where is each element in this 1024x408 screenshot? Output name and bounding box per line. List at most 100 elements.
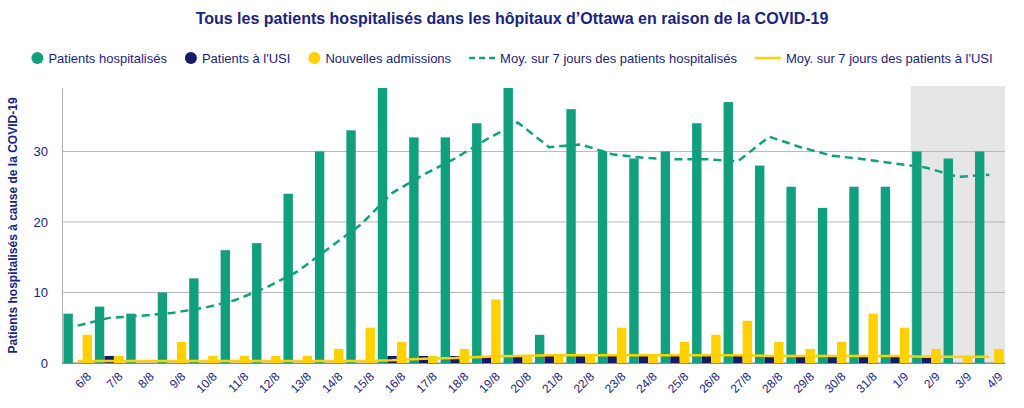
bar — [711, 335, 720, 363]
y-tick: 30 — [34, 144, 62, 159]
x-tick: 30/8 — [822, 363, 849, 396]
bar — [629, 159, 638, 363]
x-tick-label: 15/8 — [351, 369, 378, 396]
x-tick: 10/8 — [193, 363, 220, 396]
x-tick-label: 14/8 — [319, 369, 346, 396]
legend-swatch — [308, 52, 320, 64]
y-tick: 20 — [34, 215, 62, 230]
bar — [881, 187, 890, 363]
x-tick-label: 9/8 — [167, 369, 189, 391]
bar-series — [83, 300, 1004, 363]
bar — [221, 250, 230, 363]
grid-line — [62, 151, 1005, 152]
shaded-region — [911, 86, 1005, 363]
x-tick: 7/8 — [104, 363, 126, 391]
y-axis: 0 10 20 30 — [34, 89, 63, 371]
legend-label: Moy. sur 7 jours des patients à l'USI — [786, 51, 993, 66]
x-tick: 29/8 — [791, 363, 818, 396]
legend-swatch — [469, 57, 495, 60]
bar — [472, 123, 481, 363]
bar — [158, 292, 167, 363]
bar — [774, 342, 783, 363]
x-tick: 24/8 — [633, 363, 660, 396]
x-tick: 27/8 — [728, 363, 755, 396]
bar — [670, 356, 679, 363]
bar — [598, 151, 607, 363]
x-tick-label: 7/8 — [104, 369, 126, 391]
bar — [975, 151, 984, 363]
grid — [62, 151, 1005, 363]
bar — [293, 363, 302, 364]
x-tick-label: 25/8 — [665, 369, 692, 396]
bar — [607, 356, 616, 363]
legend-swatch — [185, 52, 197, 64]
bar — [441, 137, 450, 363]
bar — [985, 363, 994, 364]
bar — [199, 363, 208, 364]
y-tick: 0 — [41, 356, 62, 371]
bar — [545, 356, 554, 363]
bar — [378, 88, 387, 363]
x-tick: 14/8 — [319, 363, 346, 396]
y-tick-label: 20 — [34, 215, 48, 230]
x-tick: 13/8 — [288, 363, 315, 396]
bar — [95, 307, 104, 363]
y-tick-label: 30 — [34, 144, 48, 159]
bar — [900, 328, 909, 363]
x-tick-label: 28/8 — [759, 369, 786, 396]
x-tick-label: 12/8 — [256, 369, 283, 396]
x-tick: 9/8 — [167, 363, 189, 391]
x-tick-label: 24/8 — [633, 369, 660, 396]
x-tick: 18/8 — [445, 363, 472, 396]
legend-label: Nouvelles admissions — [325, 51, 451, 66]
y-tick-label: 10 — [34, 285, 48, 300]
bar — [837, 342, 846, 363]
bar — [356, 363, 365, 364]
bar — [702, 356, 711, 363]
bar — [535, 335, 544, 363]
x-tick-label: 19/8 — [476, 369, 503, 396]
x-tick: 28/8 — [759, 363, 786, 396]
x-tick-label: 11/8 — [225, 369, 251, 395]
x-tick-label: 10/8 — [193, 369, 220, 396]
x-tick: 8/8 — [135, 363, 157, 391]
x-tick: 22/8 — [571, 363, 598, 396]
bar — [733, 356, 742, 363]
x-tick: 1/9 — [890, 363, 912, 391]
x-axis-line — [63, 363, 1006, 364]
bar — [586, 356, 595, 363]
bar — [648, 356, 657, 363]
legend: Patients hospitalisésPatients à l'USINou… — [31, 51, 992, 66]
bar — [230, 363, 239, 364]
bar — [953, 363, 962, 364]
x-tick-label: 18/8 — [445, 369, 472, 396]
x-tick-label: 26/8 — [696, 369, 723, 396]
bar — [167, 363, 176, 364]
bar — [83, 335, 92, 363]
bar — [576, 356, 585, 363]
y-axis-title: Patients hospitalisés à cause de la COVI… — [6, 97, 20, 353]
bar — [409, 137, 418, 363]
bar — [755, 166, 764, 363]
x-tick-label: 29/8 — [791, 369, 818, 396]
y-tick: 10 — [34, 285, 62, 300]
x-tick: 2/9 — [921, 363, 943, 391]
bar — [63, 314, 72, 363]
x-tick-label: 20/8 — [508, 369, 535, 396]
bar — [73, 363, 82, 364]
legend-item: Nouvelles admissions — [308, 51, 451, 66]
bar — [661, 151, 670, 363]
x-tick-label: 27/8 — [728, 369, 755, 396]
bar — [818, 208, 827, 363]
bar — [126, 314, 135, 363]
grid-line — [62, 221, 1005, 222]
grid-line — [62, 292, 1005, 293]
x-tick: 4/9 — [984, 363, 1006, 391]
bar — [346, 130, 355, 363]
title: Tous les patients hospitalisés dans les … — [196, 10, 829, 27]
x-tick-label: 4/9 — [984, 369, 1006, 391]
bar — [262, 363, 271, 364]
y-tick-label: 0 — [41, 356, 48, 371]
x-tick: 17/8 — [413, 363, 440, 396]
legend-swatch — [755, 57, 781, 60]
